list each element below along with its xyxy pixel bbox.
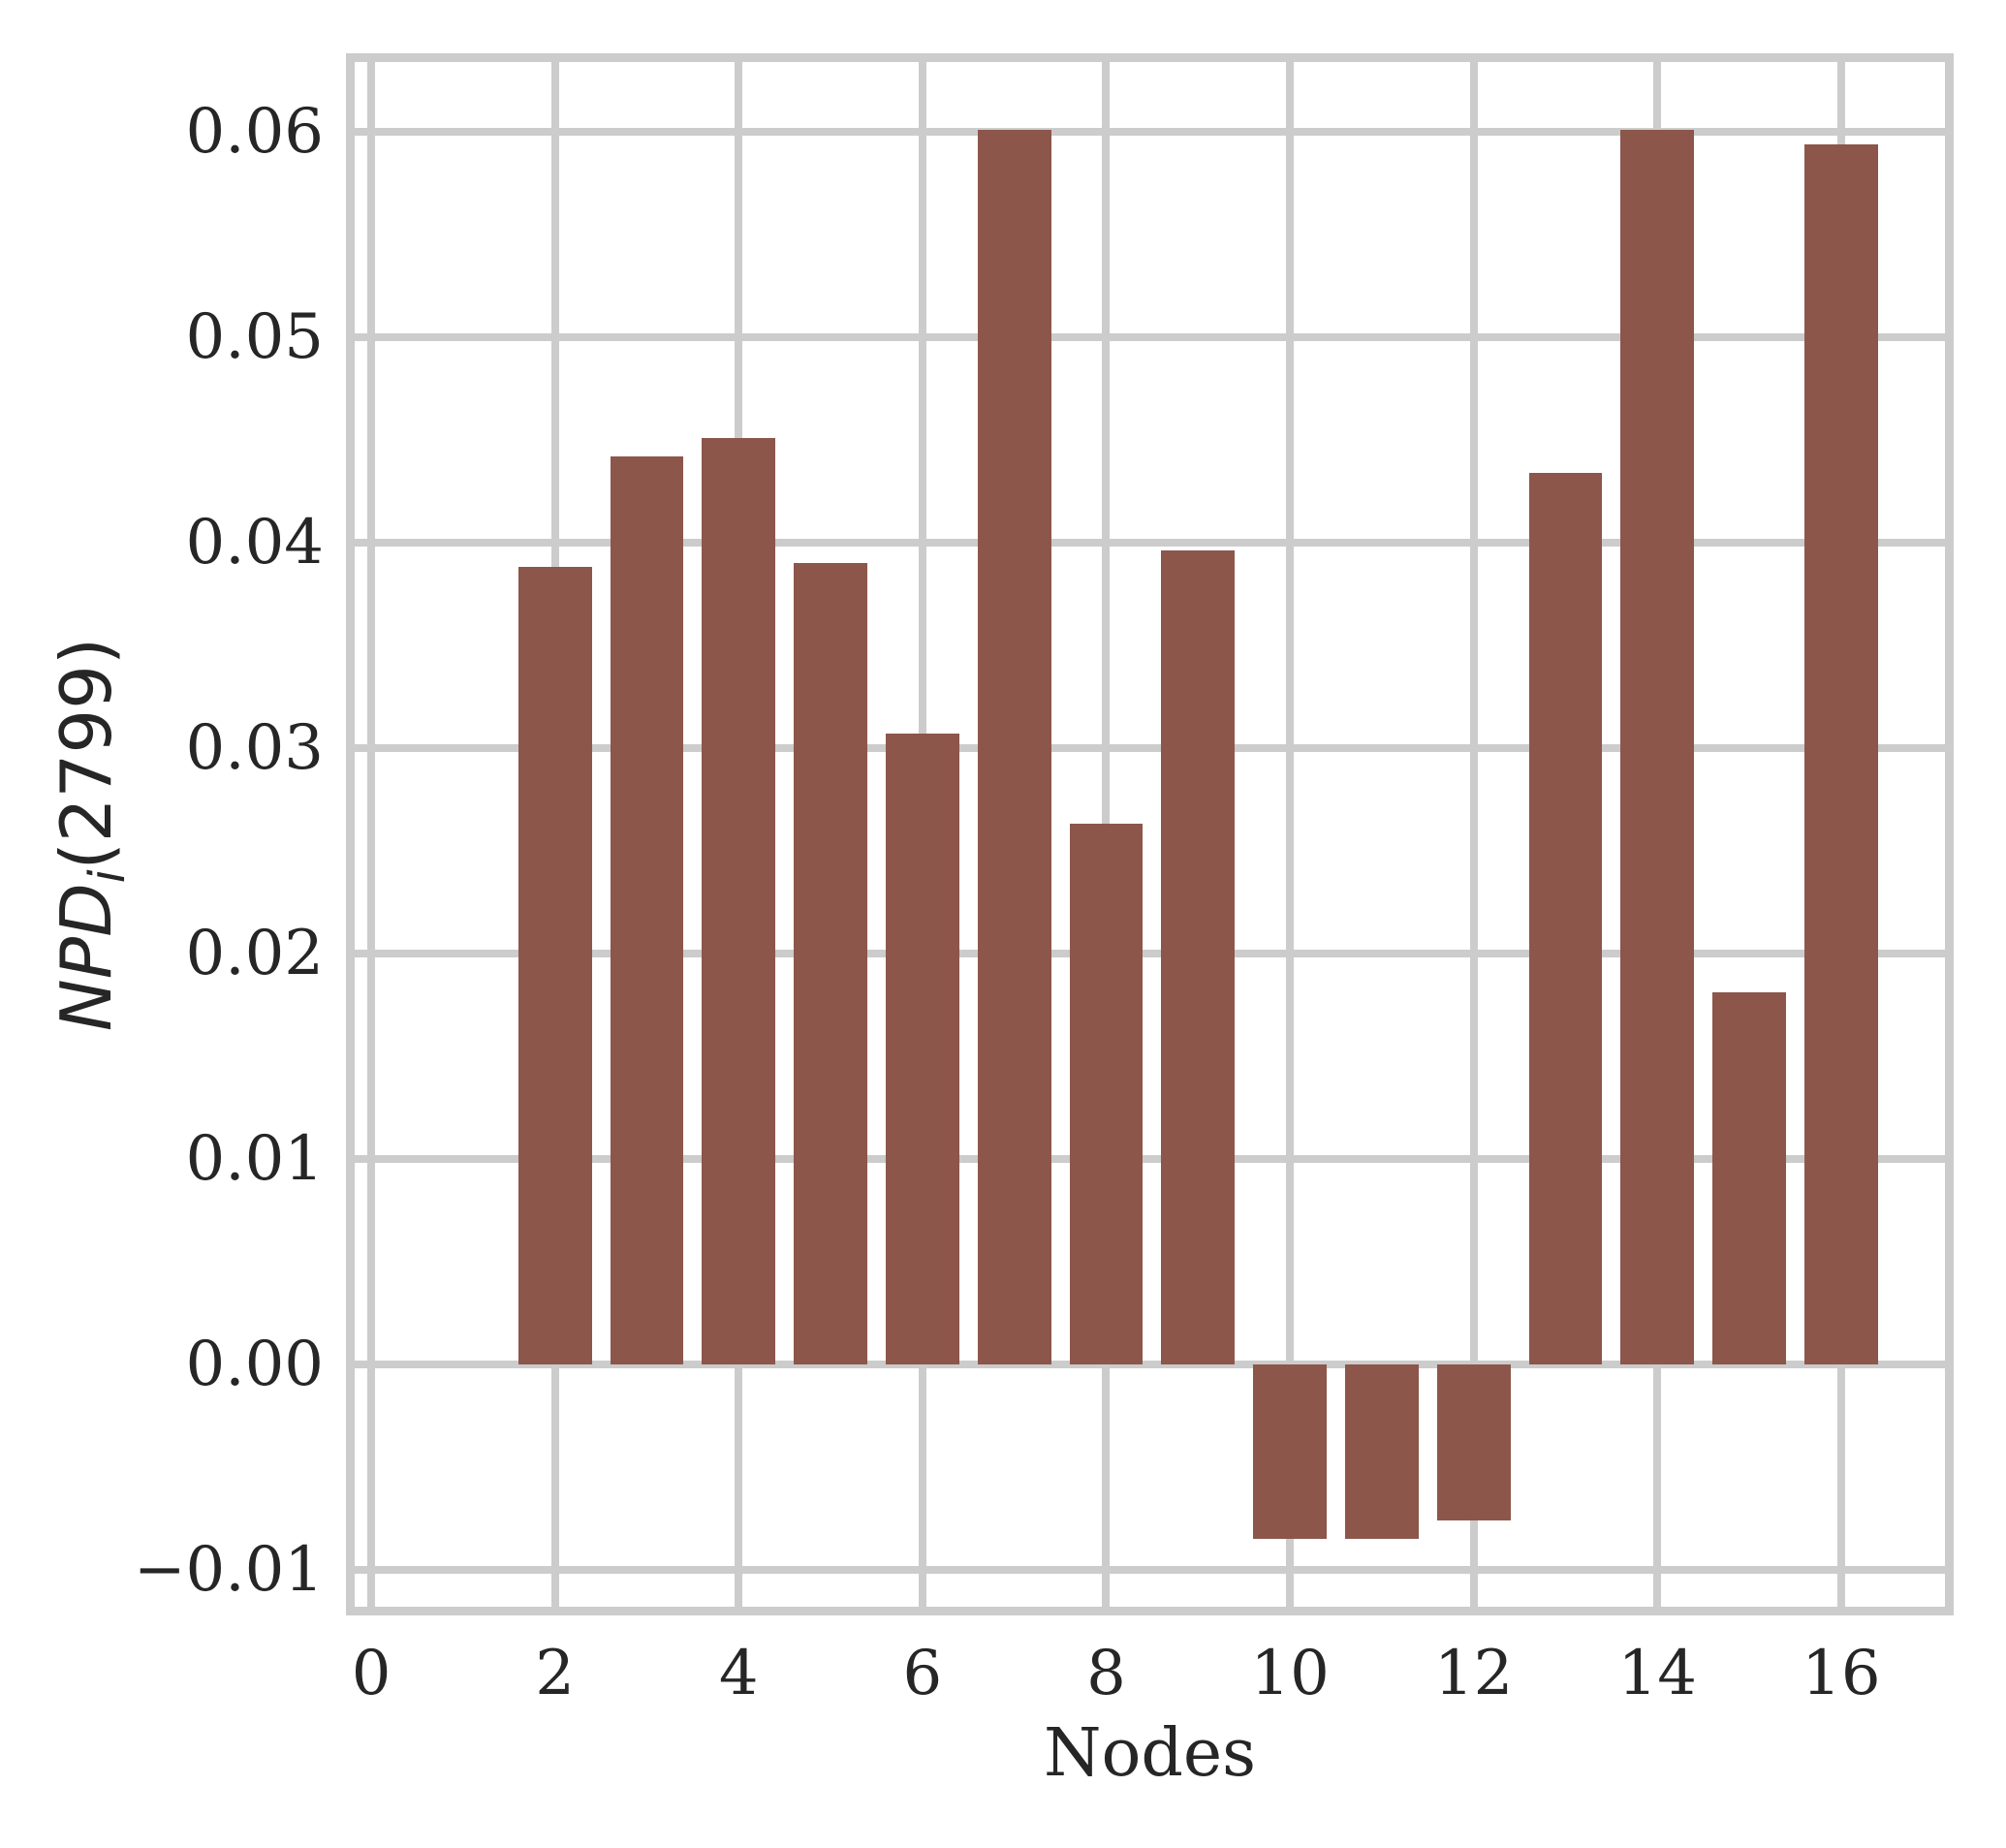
bars-layer (355, 62, 1945, 1607)
x-tick-label-0: 0 (351, 1638, 392, 1709)
bar-node-9 (1161, 550, 1236, 1364)
bar-node-16 (1803, 143, 1878, 1364)
x-tick-label-12: 12 (1433, 1638, 1514, 1709)
bar-node-15 (1712, 992, 1786, 1364)
x-tick-label-10: 10 (1250, 1638, 1330, 1709)
bar-node-7 (977, 129, 1051, 1364)
bar-node-5 (794, 563, 867, 1364)
x-axis-label: Nodes (1043, 1715, 1257, 1792)
bar-node-6 (885, 734, 959, 1364)
bar-node-10 (1253, 1363, 1327, 1540)
bar-node-4 (702, 437, 776, 1364)
y-tick-label-0.03: 0.03 (185, 711, 325, 784)
x-gridline (1286, 62, 1295, 1607)
y-label-prefix: NPD (45, 883, 127, 1032)
y-gridline (355, 1360, 1945, 1368)
y-tick-label-0.00: 0.00 (185, 1328, 325, 1400)
y-tick-label-0.01: 0.01 (185, 1122, 325, 1195)
y-gridline (355, 1154, 1945, 1163)
x-gridline (367, 62, 376, 1607)
x-tick-label-16: 16 (1802, 1638, 1881, 1709)
bar-node-8 (1069, 824, 1144, 1364)
y-gridline (355, 743, 1945, 752)
bar-node-14 (1620, 129, 1695, 1364)
y-gridline (355, 128, 1945, 137)
bar-node-2 (517, 567, 592, 1364)
y-gridline (355, 949, 1945, 957)
x-tick-label-4: 4 (718, 1638, 759, 1709)
y-tick-label-0.04: 0.04 (185, 507, 325, 579)
y-axis-label: NPDi(2799) (45, 637, 144, 1032)
y-gridline (355, 539, 1945, 547)
bar-node-11 (1344, 1363, 1419, 1540)
x-tick-label-8: 8 (1086, 1638, 1126, 1709)
y-label-subscript: i (78, 869, 137, 884)
y-tick-label-0.02: 0.02 (185, 917, 325, 989)
x-tick-label-6: 6 (902, 1638, 943, 1709)
y-gridline (355, 333, 1945, 342)
x-tick-label-14: 14 (1617, 1638, 1697, 1709)
y-tick-label-0.06: 0.06 (185, 96, 325, 169)
y-label-suffix: (2799) (45, 637, 127, 870)
bar-node-12 (1436, 1363, 1511, 1520)
x-gridline (1469, 62, 1478, 1607)
bar-node-13 (1528, 472, 1603, 1364)
y-tick-label-0.05: 0.05 (185, 301, 325, 374)
y-gridline (355, 1565, 1945, 1574)
plot-area (346, 53, 1954, 1615)
y-tick-label-−0.01: −0.01 (133, 1533, 324, 1606)
bar-node-3 (610, 455, 684, 1364)
x-tick-label-2: 2 (535, 1638, 576, 1709)
